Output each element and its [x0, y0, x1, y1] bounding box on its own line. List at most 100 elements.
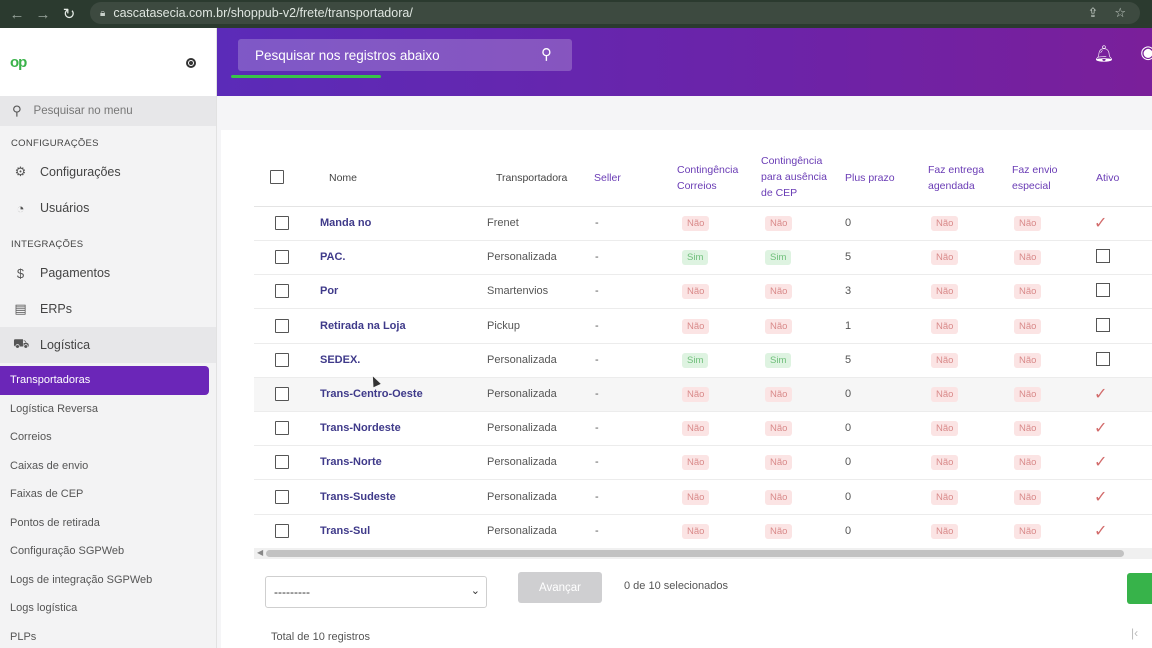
carrier-name-link[interactable]: Por [320, 285, 339, 298]
star-icon[interactable]: ☆ [1114, 5, 1126, 20]
horizontal-scrollbar[interactable]: ◀ [254, 548, 1152, 559]
carrier-name-link[interactable]: PAC. [320, 251, 346, 264]
carrier-name-link[interactable]: Trans-Norte [320, 456, 382, 469]
sidebar-subitem-plps[interactable]: PLPs [10, 630, 37, 643]
row-checkbox[interactable] [275, 250, 289, 265]
carrier-name-link[interactable]: Trans-Sudeste [320, 490, 396, 503]
col-header-transportadora[interactable]: Transportadora [496, 172, 568, 184]
active-check-icon[interactable]: ✓ [1094, 215, 1108, 232]
active-checkbox[interactable] [1096, 249, 1110, 264]
bell-icon[interactable]: 🔔︎ [1093, 46, 1114, 63]
envio-especial-badge: Não [1014, 250, 1042, 266]
seller-value: - [595, 353, 599, 366]
row-checkbox[interactable] [275, 352, 289, 367]
row-checkbox[interactable] [275, 455, 289, 470]
sidebar-item-erps[interactable]: ▤ ERPs [14, 301, 72, 316]
col-header-contingencia-cep[interactable]: Contingência para ausência de CEP [761, 155, 827, 199]
carrier-name-link[interactable]: Retirada na Loja [320, 319, 406, 332]
sidebar-subitem-logistica-reversa[interactable]: Logística Reversa [10, 402, 99, 415]
back-icon[interactable]: ← [9, 5, 25, 23]
table-row[interactable]: PAC. Personalizada - Sim Sim 5 Não Não [254, 241, 1152, 276]
sidebar-item-pagamentos[interactable]: $ Pagamentos [0, 255, 216, 291]
sidebar-item-logistica[interactable]: ⛟ Logística [0, 327, 216, 363]
table-row[interactable]: Manda no Frenet - Não Não 0 Não Não ✓ [254, 207, 1152, 241]
active-check-icon[interactable]: ✓ [1094, 454, 1108, 472]
first-page-icon[interactable]: |‹ [1131, 626, 1139, 640]
logo[interactable]: op [10, 54, 27, 71]
row-checkbox[interactable] [275, 489, 289, 504]
carrier-name-link[interactable]: Trans-Nordeste [320, 422, 401, 435]
records-search-input[interactable]: Pesquisar nos registros abaixo ⚲ [238, 39, 572, 71]
row-checkbox[interactable] [275, 318, 289, 333]
bulk-action-select[interactable]: --------- ⌄ [265, 576, 487, 608]
col-header-contingencia-correios[interactable]: Contingência Correios [677, 164, 739, 192]
add-button[interactable] [1127, 573, 1152, 604]
carrier-name-link[interactable]: Trans-Sul [320, 524, 371, 537]
forward-icon[interactable]: → [35, 5, 51, 23]
row-checkbox[interactable] [275, 284, 289, 299]
scroll-left-icon[interactable]: ◀ [257, 548, 264, 557]
col-header-ativo[interactable]: Ativo [1096, 172, 1120, 184]
sidebar-item-usuarios[interactable]: ◔ Usuários [0, 190, 216, 226]
contingencia-cep-badge: Sim [765, 250, 792, 266]
table-row[interactable]: Trans-Norte Personalizada - Não Não 0 Não Não ✓ [254, 446, 1152, 481]
plus-prazo-value: 0 [845, 388, 852, 400]
table-row[interactable]: Trans-Nordeste Personalizada - Não Não 0 Não Nã… [254, 412, 1152, 447]
carrier-type: Personalizada [487, 524, 557, 537]
sidebar-subitem-logs-integracao-sgpweb[interactable]: Logs de integração SGPWeb [10, 573, 153, 586]
row-checkbox[interactable] [275, 523, 289, 538]
lock-icon: 🔒︎ [100, 7, 106, 19]
sidebar-subitem-faixas-de-cep[interactable]: Faixas de CEP [10, 488, 84, 501]
sidebar-item-configuracoes[interactable]: ⚙ Configurações [14, 164, 121, 179]
scrollbar-thumb[interactable] [266, 550, 1124, 557]
col-header-nome[interactable]: Nome [329, 172, 358, 184]
sidebar-subitem-logs-logistica[interactable]: Logs logística [10, 602, 78, 615]
sidebar-subitem-transportadoras[interactable]: Transportadoras [0, 366, 209, 395]
plus-prazo-value: 5 [845, 251, 852, 264]
search-icon[interactable]: ⚲ [541, 46, 552, 63]
table-row[interactable]: Trans-Sudeste Personalizada - Não Não 0 Não Não… [254, 481, 1152, 515]
advance-button[interactable]: Avançar [518, 572, 602, 603]
col-header-plus-prazo[interactable]: Plus prazo [845, 172, 895, 184]
logo-row: op [0, 28, 216, 96]
active-checkbox[interactable] [1096, 351, 1110, 366]
active-check-icon[interactable]: ✓ [1094, 420, 1108, 438]
table-row[interactable]: SEDEX. Personalizada - Sim Sim 5 Não Não [254, 344, 1152, 378]
col-header-envio-especial[interactable]: Faz envio especial [1012, 164, 1058, 192]
sidebar-subitem-configuracao-sgpweb[interactable]: Configuração SGPWeb [10, 545, 125, 558]
carrier-name-link[interactable]: Manda no [320, 217, 372, 229]
sidebar: op ⚲ Pesquisar no menu CONFIGURAÇÕES ⚙ C… [0, 28, 217, 648]
active-checkbox[interactable] [1096, 317, 1110, 332]
address-bar[interactable]: 🔒︎ cascatasecia.com.br/shoppub-v2/frete/… [90, 2, 1140, 24]
total-records: Total de 10 registros [271, 631, 371, 643]
active-check-icon[interactable]: ✓ [1094, 386, 1108, 403]
entrega-agendada-badge: Não [931, 489, 959, 505]
sidebar-subitem-correios[interactable]: Correios [10, 431, 52, 444]
row-checkbox[interactable] [275, 387, 289, 401]
plus-prazo-value: 0 [845, 524, 852, 537]
carrier-name-link[interactable]: SEDEX. [320, 353, 361, 366]
eye-icon[interactable]: ◉ [1140, 42, 1152, 62]
active-check-icon[interactable]: ✓ [1094, 488, 1108, 506]
contingencia-cep-badge: Não [765, 284, 793, 300]
browser-toolbar: ← → ↻ 🔒︎ cascatasecia.com.br/shoppub-v2/… [0, 0, 1152, 28]
sidebar-subitem-pontos-de-retirada[interactable]: Pontos de retirada [10, 516, 100, 529]
contingencia-cep-badge: Não [765, 318, 793, 334]
table-row[interactable]: Por Smartenvios - Não Não 3 Não Não [254, 275, 1152, 310]
table-row[interactable]: Trans-Sul Personalizada - Não Não 0 Não Não ✓ [254, 515, 1152, 549]
sidebar-subitem-caixas-de-envio[interactable]: Caixas de envio [10, 459, 89, 472]
share-icon[interactable]: ⇪ [1087, 5, 1099, 20]
carrier-name-link[interactable]: Trans-Centro-Oeste [320, 388, 423, 400]
col-header-entrega-agendada[interactable]: Faz entrega agendada [928, 164, 985, 192]
table-row[interactable]: Retirada na Loja Pickup - Não Não 1 Não Não [254, 310, 1152, 344]
select-all-checkbox[interactable] [270, 170, 284, 184]
active-check-icon[interactable]: ✓ [1094, 522, 1108, 540]
row-checkbox[interactable] [275, 421, 289, 436]
row-checkbox[interactable] [275, 216, 289, 230]
table-row[interactable]: Trans-Centro-Oeste Personalizada - Não Não 0 N… [254, 378, 1152, 412]
menu-search-input[interactable]: ⚲ Pesquisar no menu [0, 96, 216, 126]
active-checkbox[interactable] [1096, 283, 1110, 298]
reload-icon[interactable]: ↻ [62, 6, 76, 23]
theme-toggle-icon[interactable] [186, 58, 196, 68]
col-header-seller[interactable]: Seller [594, 172, 621, 184]
